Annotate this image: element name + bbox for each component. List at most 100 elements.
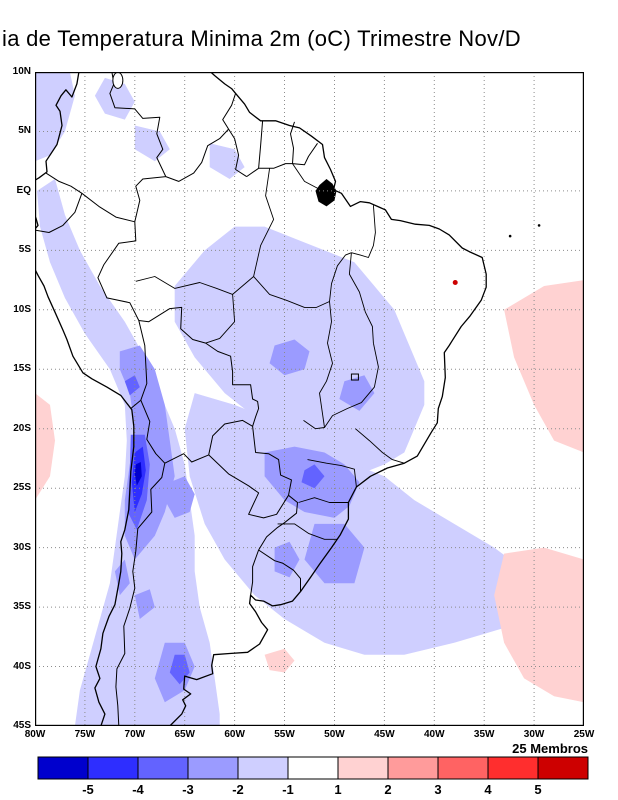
lon-tick-label: 35W (473, 729, 495, 740)
country-border (109, 72, 167, 177)
country-border (115, 463, 166, 726)
lon-tick-label: 45W (374, 729, 395, 740)
country-border (246, 143, 318, 178)
anomaly-region (124, 375, 140, 396)
anomaly-region (35, 72, 75, 162)
lon-tick-label: 30W (523, 729, 545, 740)
colorbar-tick-label: 3 (434, 782, 442, 797)
country-border (140, 400, 166, 464)
plot-frame (35, 72, 584, 726)
country-border (165, 128, 229, 182)
colorbar-segment (337, 756, 389, 780)
anomaly-region (94, 77, 135, 120)
colorbar-segment (487, 756, 539, 780)
country-border (252, 426, 292, 496)
lon-tick-label: 60W (224, 729, 245, 740)
lon-tick-label: 70W (124, 729, 146, 740)
state-border (253, 252, 352, 308)
lon-tick-label: 80W (24, 729, 46, 740)
colorbar-segment (87, 756, 139, 780)
anomaly-region (209, 143, 245, 179)
lat-tick-label: 20S (13, 422, 31, 434)
lon-tick-label: 25W (573, 729, 595, 740)
colorbar-tick-label: -5 (82, 782, 94, 797)
lon-tick-label: 40W (423, 729, 445, 740)
chart-title: ia de Temperatura Minima 2m (oC) Trimest… (2, 26, 521, 51)
colorbar-segment (287, 756, 339, 780)
country-border (258, 494, 298, 551)
state-border (277, 523, 338, 540)
colorbar-tick-label: -4 (132, 782, 144, 797)
country-border (290, 121, 295, 164)
state-border (348, 252, 374, 344)
country-border (228, 128, 247, 178)
lat-tick-label: 5N (18, 125, 31, 137)
distrito-federal-square (350, 373, 359, 381)
state-border (307, 459, 357, 488)
colorbar-tick-label: 2 (384, 782, 392, 797)
country-border (258, 549, 301, 592)
anomaly-region (301, 464, 325, 489)
colorbar-segment (37, 756, 89, 780)
lon-tick-label: 50W (324, 729, 345, 740)
colorbar-segment (137, 756, 189, 780)
anomaly-region (164, 476, 195, 518)
country-border (208, 454, 289, 519)
country-border (138, 306, 260, 427)
lat-tick-label: 45S (13, 719, 31, 731)
red-marker-dot (452, 279, 458, 285)
state-border (292, 163, 323, 192)
ensemble-members-label: 25 Membros (512, 741, 588, 756)
lon-tick-label: 75W (74, 729, 96, 740)
colorbar-tick-label: 1 (334, 782, 342, 797)
state-border (298, 497, 349, 503)
anomaly-region (504, 280, 584, 453)
anomaly-region (134, 125, 170, 162)
lat-tick-label: EQ (16, 184, 31, 196)
colorbar-tick-label: 5 (534, 782, 542, 797)
amazon-delta (315, 179, 337, 207)
coastline (35, 72, 487, 726)
country-border (250, 549, 260, 596)
anomaly-region (264, 648, 295, 673)
colorbar-segment (537, 756, 589, 780)
anomaly-region (339, 375, 375, 411)
colorbar-tick-label: -1 (282, 782, 294, 797)
country-border (134, 176, 166, 222)
country-border (130, 399, 142, 409)
island-dot (508, 234, 512, 238)
lon-tick-label: 65W (174, 729, 195, 740)
state-border (303, 343, 379, 430)
anomaly-region (269, 339, 310, 376)
lat-tick-label: 35S (13, 601, 31, 613)
anomaly-region (134, 589, 155, 619)
country-border (222, 93, 237, 130)
island-dot (537, 224, 541, 227)
lat-tick-label: 25S (13, 482, 31, 494)
state-border (253, 168, 275, 277)
colorbar-tick-label: 4 (484, 782, 492, 797)
country-border (35, 193, 83, 233)
lon-tick-label: 55W (274, 729, 295, 740)
anomaly-region (304, 523, 365, 584)
anomaly-region (274, 541, 300, 578)
country-border (45, 172, 83, 194)
colorbar-segment (387, 756, 439, 780)
lat-tick-label: 40S (13, 660, 31, 672)
country-border (138, 320, 148, 401)
state-border (355, 428, 405, 464)
lat-tick-label: 10N (12, 66, 31, 77)
country-border (164, 453, 209, 464)
anomaly-region (37, 179, 220, 726)
anomaly-region (494, 547, 584, 703)
colorbar-tick-label: -3 (182, 782, 194, 797)
state-border (319, 301, 333, 428)
colorbar-tick-label: -2 (232, 782, 244, 797)
anomaly-region (35, 393, 55, 501)
colorbar-segment (237, 756, 289, 780)
country-border (208, 419, 253, 456)
map-svg (35, 72, 584, 726)
colorbar-svg (37, 756, 589, 780)
anomaly-region (134, 462, 142, 486)
